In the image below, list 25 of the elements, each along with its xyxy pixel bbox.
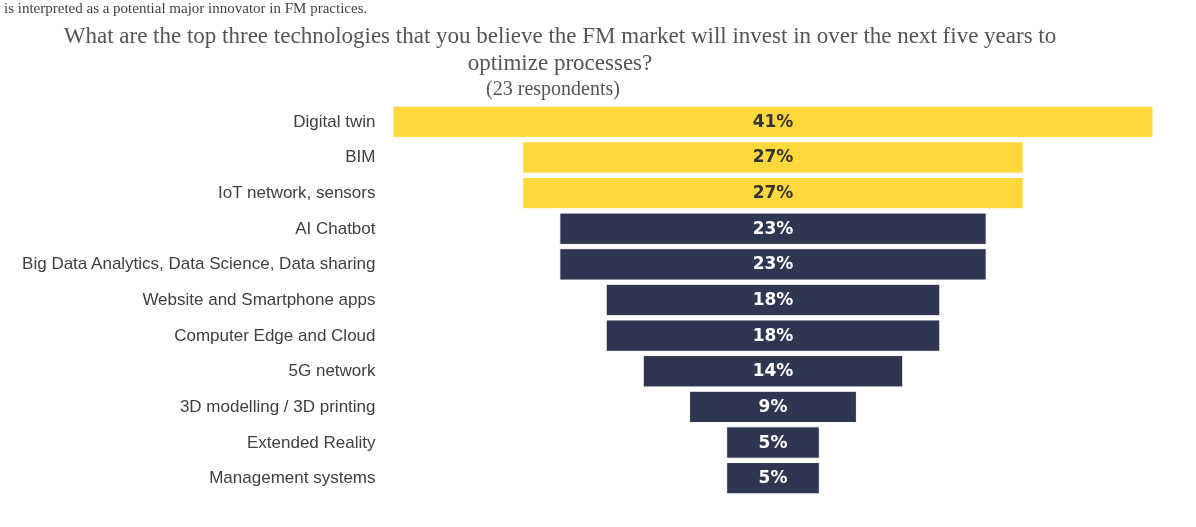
data-label: 18%	[752, 289, 794, 309]
data-label: 18%	[752, 324, 794, 345]
data-label: 9%	[758, 395, 788, 416]
data-label: 5%	[758, 431, 788, 452]
data-label: 27%	[752, 182, 794, 203]
category-label: BIM	[345, 147, 376, 167]
data-label: 14%	[752, 360, 794, 381]
category-label: IoT network, sensors	[218, 183, 376, 203]
category-label: 3D modelling / 3D printing	[179, 396, 376, 416]
category-label: Management systems	[209, 468, 376, 488]
data-label: 27%	[752, 146, 794, 167]
data-label: 41%	[752, 110, 794, 131]
data-label: 23%	[752, 253, 794, 274]
category-label: 5G network	[288, 361, 376, 381]
category-label: Website and Smartphone apps	[142, 290, 376, 309]
text: What are the top three technologies that you believe the FM market will invest in over the next five years to optimize processes?	[62, 22, 1058, 76]
category-label: Computer Edge and Cloud	[174, 325, 376, 345]
category-label: Digital twin	[293, 111, 376, 131]
data-label: 23%	[752, 217, 794, 238]
category-label: Big Data Analytics, Data Science, Data sharing	[22, 254, 376, 274]
category-label: AI Chatbot	[295, 218, 376, 238]
text: is interpreted as a potential major innovator in FM practices.	[3, 0, 369, 18]
text: (23 respondents)	[485, 76, 621, 100]
category-label: Extended Reality	[246, 432, 376, 452]
data-label: 5%	[758, 467, 788, 488]
